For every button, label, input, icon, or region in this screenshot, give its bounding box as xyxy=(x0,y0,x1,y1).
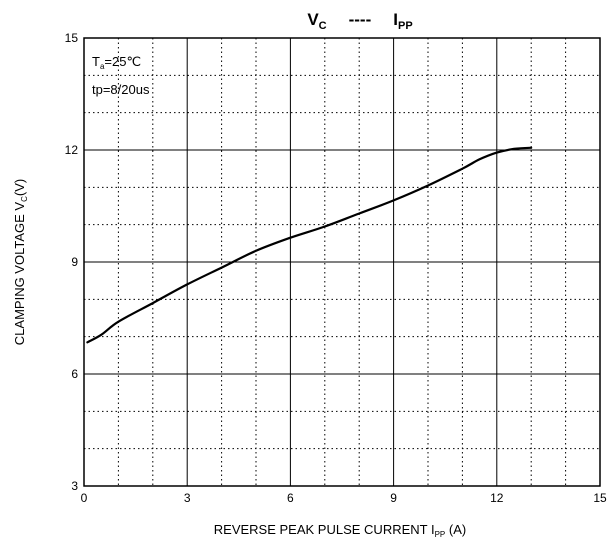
x-tick-label: 12 xyxy=(490,491,504,505)
x-axis-label-text: REVERSE PEAK PULSE CURRENT I xyxy=(214,522,435,537)
grid xyxy=(84,38,600,486)
annotation-temp-value: =25℃ xyxy=(104,54,141,69)
title-sep: ---- xyxy=(349,10,372,29)
y-tick-label: 6 xyxy=(71,367,78,381)
title-main: V xyxy=(307,10,319,29)
x-axis-label-sub: PP xyxy=(435,530,446,539)
chart-title: VC ---- IPP xyxy=(307,10,412,32)
y-tick-label: 9 xyxy=(71,255,78,269)
title-right: I xyxy=(393,10,398,29)
x-tick-label: 6 xyxy=(287,491,294,505)
y-axis-label-sub: C xyxy=(20,196,29,202)
y-axis-label: CLAMPING VOLTAGE VC(V) xyxy=(12,179,29,345)
annotation-pulse: tp=8/20us xyxy=(92,82,150,97)
y-tick-label: 15 xyxy=(65,31,79,45)
annotation-temp-prefix: T xyxy=(92,54,100,69)
x-axis-label-unit: (A) xyxy=(445,522,466,537)
plot-frame xyxy=(83,37,601,487)
y-axis-label-text: CLAMPING VOLTAGE V xyxy=(12,202,27,346)
y-tick-label: 3 xyxy=(71,479,78,493)
y-axis-label-unit: (V) xyxy=(12,179,27,196)
series-line xyxy=(86,146,533,344)
x-tick-label: 0 xyxy=(81,491,88,505)
x-tick-label: 9 xyxy=(390,491,397,505)
y-tick-label: 12 xyxy=(65,143,79,157)
title-main-sub: C xyxy=(319,20,327,32)
annotation-temp-sub: a xyxy=(100,62,105,71)
title-right-sub: PP xyxy=(398,20,413,32)
x-tick-label: 15 xyxy=(593,491,607,505)
x-axis-label: REVERSE PEAK PULSE CURRENT IPP (A) xyxy=(214,522,466,539)
series xyxy=(86,146,533,344)
annotation-temperature: Ta=25℃ xyxy=(92,54,141,71)
x-tick-label: 3 xyxy=(184,491,191,505)
